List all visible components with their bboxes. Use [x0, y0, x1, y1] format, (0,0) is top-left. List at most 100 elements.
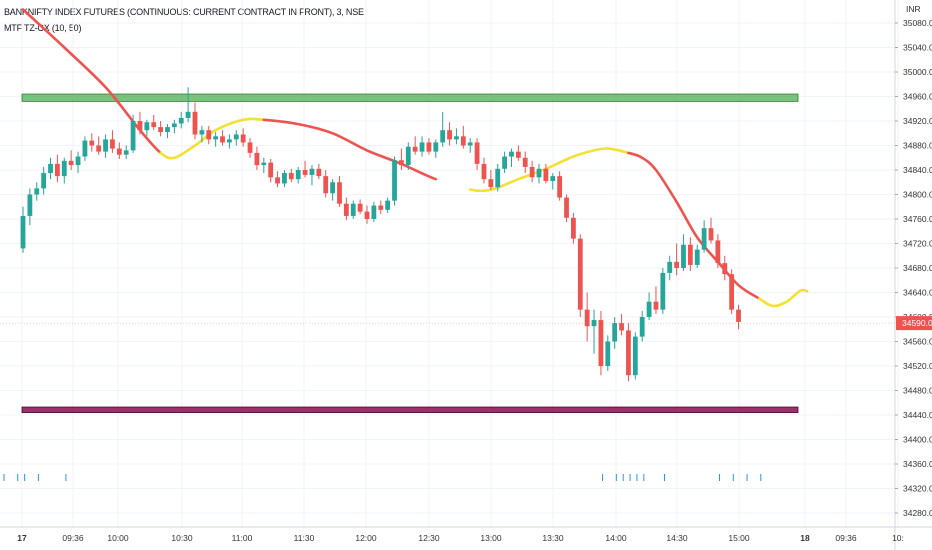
- ma-segment: [468, 147, 630, 193]
- candle: [185, 87, 191, 123]
- candle: [240, 128, 246, 147]
- candle: [316, 163, 322, 180]
- candle: [323, 170, 329, 198]
- y-tick-label: 34640.00: [903, 288, 932, 298]
- y-tick-label: 34520.00: [903, 361, 932, 371]
- candle: [543, 163, 549, 184]
- candle-body: [295, 170, 301, 180]
- candle: [660, 268, 666, 314]
- candle: [220, 130, 225, 146]
- candle-body: [330, 182, 335, 194]
- candle-body: [282, 173, 287, 184]
- candle: [557, 171, 563, 201]
- signal-ticks: [3, 474, 762, 481]
- candle: [34, 182, 40, 201]
- candle-body: [612, 323, 618, 342]
- candles: [20, 87, 741, 382]
- candle: [440, 111, 446, 147]
- price-tag-label: 34590.00: [902, 318, 932, 328]
- candle-body: [103, 139, 108, 152]
- candle-body: [275, 177, 280, 184]
- candle-body: [715, 240, 721, 264]
- candle-body: [378, 205, 384, 210]
- candle-body: [460, 136, 466, 146]
- candle: [337, 176, 342, 207]
- x-tick-label: 09:36: [62, 533, 84, 543]
- candle-body: [185, 111, 191, 118]
- candle: [694, 244, 700, 268]
- currency-label: INR: [906, 4, 921, 14]
- x-tick-label: 11:00: [232, 533, 253, 543]
- candle-body: [130, 121, 136, 151]
- candle: [82, 136, 88, 161]
- candle: [667, 255, 673, 281]
- candle: [20, 206, 26, 253]
- y-tick-label: 34280.00: [903, 508, 932, 518]
- candle-body: [632, 336, 638, 376]
- y-tick-label: 34360.00: [903, 459, 932, 469]
- candle-body: [619, 323, 624, 331]
- candle: [488, 170, 494, 190]
- candle: [330, 179, 335, 201]
- x-tick-label: 12:30: [418, 533, 440, 543]
- y-tick-label: 34960.00: [903, 92, 932, 102]
- candle-body: [337, 182, 342, 204]
- candle: [715, 234, 721, 268]
- candle: [268, 158, 274, 183]
- x-tick-label: 14:00: [605, 533, 627, 543]
- candle-body: [206, 130, 212, 140]
- candle: [474, 138, 480, 170]
- candle-body: [667, 261, 673, 273]
- candle-body: [34, 188, 40, 195]
- price-bands: [0, 93, 895, 413]
- candle-body: [227, 139, 232, 143]
- candle: [288, 168, 294, 183]
- candle-body: [653, 301, 659, 310]
- candle: [605, 335, 611, 371]
- candle: [626, 323, 631, 382]
- y-tick-label: 35040.00: [903, 43, 932, 53]
- candle: [61, 157, 67, 184]
- x-tick-label: 11:30: [294, 533, 315, 543]
- candle: [584, 292, 590, 342]
- candle-body: [261, 162, 267, 166]
- candle-body: [543, 168, 549, 182]
- candle: [612, 317, 618, 349]
- candle-body: [674, 261, 679, 268]
- y-tick-label: 34440.00: [903, 410, 932, 420]
- price-tag: [896, 316, 932, 331]
- y-tick-label: 35080.00: [903, 18, 932, 28]
- candle-body: [116, 148, 122, 155]
- chart-title: BANKNIFTY INDEX FUTURES (CONTINUOUS: CUR…: [4, 7, 364, 17]
- candle: [343, 197, 349, 221]
- candle: [247, 138, 253, 158]
- candle-body: [467, 142, 473, 146]
- candle-body: [137, 121, 143, 131]
- candle-body: [392, 160, 397, 201]
- ma-segment: [262, 118, 438, 181]
- candle-body: [343, 203, 349, 216]
- candle: [426, 138, 432, 155]
- y-tick-label: 34920.00: [903, 116, 932, 126]
- candle: [171, 119, 177, 134]
- candle: [447, 122, 452, 146]
- y-tick-label: 34760.00: [903, 214, 932, 224]
- candle: [681, 234, 686, 272]
- candle: [89, 133, 95, 152]
- candle: [96, 136, 102, 155]
- candle-body: [144, 122, 150, 131]
- candle-body: [364, 211, 370, 219]
- candle: [591, 309, 597, 354]
- candle: [646, 292, 652, 321]
- candle-body: [82, 140, 88, 157]
- y-tick-label: 34400.00: [903, 435, 932, 445]
- candle: [399, 148, 404, 170]
- x-tick-label: 10:30: [171, 533, 193, 543]
- candle: [75, 151, 81, 174]
- candle: [639, 310, 645, 342]
- x-tick-label: 17: [17, 533, 27, 543]
- candle-body: [350, 203, 356, 216]
- candle-body: [694, 249, 700, 265]
- candle: [137, 111, 143, 135]
